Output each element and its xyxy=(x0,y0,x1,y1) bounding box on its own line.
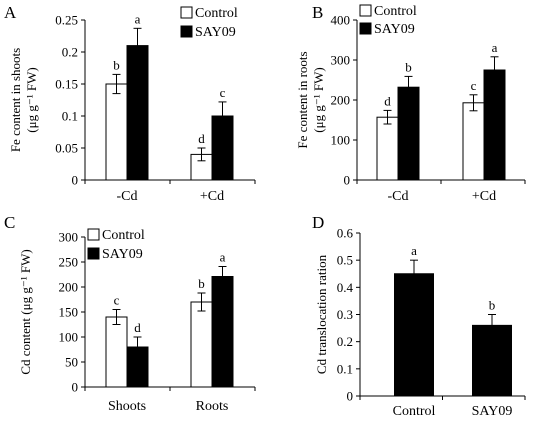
y-tick-label: 0.1 xyxy=(62,109,78,124)
legend-label: SAY09 xyxy=(195,25,236,40)
legend-label: Control xyxy=(102,228,145,243)
bar xyxy=(105,316,128,388)
x-category-label: Control xyxy=(393,404,436,419)
y-tick-label: 400 xyxy=(331,13,351,28)
y-tick-label: 0.15 xyxy=(55,77,78,92)
legend-label: Control xyxy=(374,4,417,19)
y-axis-label: Fe content in roots(μg g⁻¹ FW) xyxy=(295,51,326,148)
legend-label: SAY09 xyxy=(102,247,143,262)
y-axis-label: Fe content in shoots(μg g⁻¹ FW) xyxy=(8,48,39,152)
legend-swatch xyxy=(359,4,372,17)
bar xyxy=(126,346,149,388)
panel-letter: A xyxy=(4,3,17,22)
chart-panel-d: D 0 0.1 0.2 0.3 0.4 0.5 0.6 Control SAY09 Cd trans… xyxy=(312,213,526,419)
y-tick-label: 0.6 xyxy=(337,226,354,241)
y-tick-label: 0.4 xyxy=(337,280,354,295)
chart-panel-b: B 0 100 200 300 400 -Cd +Cd Fe content in roots(… xyxy=(295,3,526,204)
y-tick-label: 0 xyxy=(344,173,351,188)
bar xyxy=(472,324,512,397)
bar xyxy=(376,116,399,181)
y-tick-label: 300 xyxy=(59,230,79,245)
y-tick-label: 0.05 xyxy=(55,141,78,156)
bar xyxy=(211,115,234,181)
y-tick-label: 250 xyxy=(59,255,79,270)
y-tick-label: 0 xyxy=(72,173,79,188)
y-tick-label: 300 xyxy=(331,53,351,68)
bar xyxy=(105,83,128,181)
y-tick-label: 0.5 xyxy=(337,253,353,268)
legend-swatch xyxy=(180,25,193,38)
legend-swatch xyxy=(87,228,100,241)
y-tick-label: 100 xyxy=(331,133,351,148)
y-axis-label-line: Fe content in shoots xyxy=(8,48,23,152)
significance-letter: b xyxy=(113,57,120,72)
legend-swatch xyxy=(180,6,193,19)
x-category-label: SAY09 xyxy=(472,404,513,419)
y-axis-label-line: (μg g⁻¹ FW) xyxy=(24,67,39,132)
legend-label: SAY09 xyxy=(374,22,415,37)
significance-letter: c xyxy=(471,78,477,93)
panel-letter: D xyxy=(312,213,324,232)
y-tick-label: 50 xyxy=(65,355,78,370)
legend-swatch xyxy=(87,247,100,260)
y-tick-label: 0.1 xyxy=(337,361,353,376)
y-axis-label-line: Cd content (μg g⁻¹ FW) xyxy=(18,249,33,374)
y-tick-label: 100 xyxy=(59,330,79,345)
significance-letter: a xyxy=(220,250,226,265)
x-category-label: +Cd xyxy=(200,189,224,204)
panel-letter: B xyxy=(312,3,323,22)
significance-letter: c xyxy=(220,85,226,100)
y-axis-label: Cd content (μg g⁻¹ FW) xyxy=(18,249,33,374)
bar xyxy=(190,301,213,388)
significance-letter: c xyxy=(114,293,120,308)
chart-panel-c: C 0 50 100 150 200 250 300 Shoots Roots Cd content… xyxy=(4,213,256,414)
chart-panel-a: A 0 0.05 0.1 0.15 0.2 0.25 -Cd +Cd Fe content in … xyxy=(4,3,256,204)
bar xyxy=(211,276,234,388)
x-category-label: +Cd xyxy=(472,189,496,204)
y-axis-label: Cd translocation ration xyxy=(314,254,329,374)
y-tick-label: 0.25 xyxy=(55,13,78,28)
significance-letter: a xyxy=(135,11,141,26)
bar xyxy=(394,273,434,397)
significance-letter: b xyxy=(489,298,496,313)
y-tick-label: 150 xyxy=(59,305,79,320)
significance-letter: a xyxy=(492,40,498,55)
y-tick-label: 0.2 xyxy=(337,334,353,349)
y-axis-label-line: (μg g⁻¹ FW) xyxy=(311,67,326,132)
y-tick-label: 0 xyxy=(347,389,354,404)
legend-swatch xyxy=(359,22,372,35)
significance-letter: d xyxy=(134,320,141,335)
legend-label: Control xyxy=(195,6,238,21)
significance-letter: d xyxy=(384,93,391,108)
panel-letter: C xyxy=(4,213,15,232)
bar xyxy=(483,69,506,181)
y-axis-label-line: Cd translocation ration xyxy=(314,254,329,374)
y-tick-label: 200 xyxy=(331,93,351,108)
bar xyxy=(126,45,149,181)
significance-letter: a xyxy=(411,243,417,258)
y-tick-label: 0 xyxy=(72,380,79,395)
bar xyxy=(462,102,485,181)
x-category-label: -Cd xyxy=(388,189,409,204)
significance-letter: d xyxy=(198,131,205,146)
y-tick-label: 0.3 xyxy=(337,307,353,322)
significance-letter: b xyxy=(198,276,205,291)
x-category-label: Shoots xyxy=(108,399,146,414)
x-category-label: Roots xyxy=(196,399,229,414)
significance-letter: b xyxy=(405,59,412,74)
y-axis-label-line: Fe content in roots xyxy=(295,51,310,148)
y-tick-label: 200 xyxy=(59,280,79,295)
x-category-label: -Cd xyxy=(117,189,138,204)
bar xyxy=(397,86,420,181)
y-tick-label: 0.2 xyxy=(62,45,78,60)
